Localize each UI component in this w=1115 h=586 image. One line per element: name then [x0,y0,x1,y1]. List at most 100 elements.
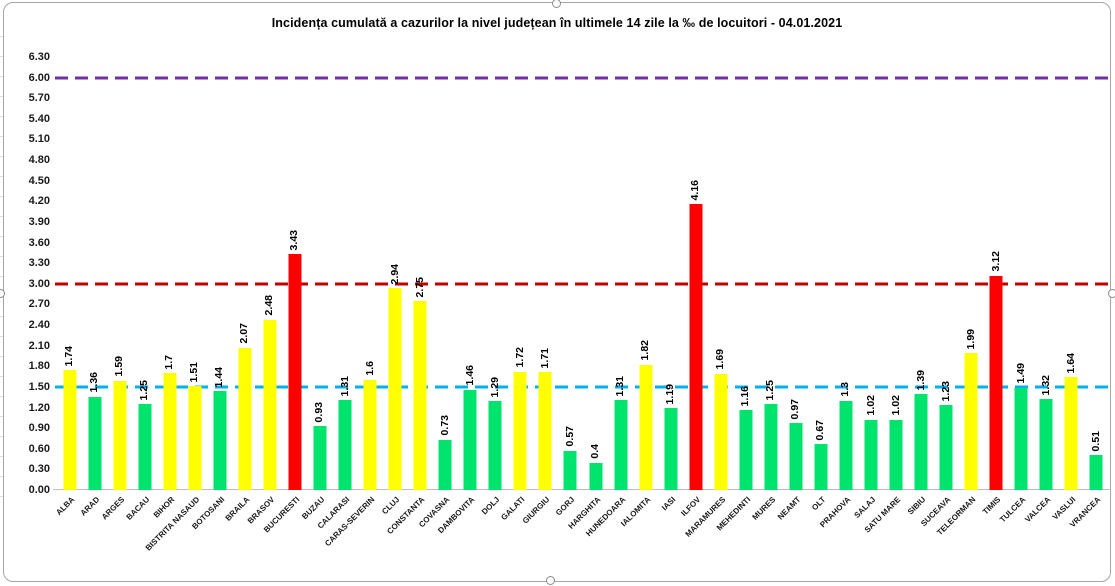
bar-cell-salaj: 1.02 SALAJ [852,57,884,520]
bar-cell-cluj: 2.94 CLUJ [380,57,408,516]
y-tick-label: 4.80 [28,154,50,167]
bar-value-label: 1.99 [964,328,977,350]
selection-handle-right[interactable] [1108,289,1115,298]
bar-cell-suceava: 1.23 SUCEAVA [919,57,959,528]
bar-dambovita[interactable] [463,389,477,490]
y-tick-label: 5.70 [28,92,50,105]
bar-cell-iasi: 1.19 IASI [658,57,683,512]
bar-cell-gorj: 0.57 GORJ [554,57,583,517]
bar-cell-neamt: 0.97 NEAMT [776,57,808,521]
chart-title: Incidența cumulată a cazurilor la nivel … [271,16,843,30]
bar-value-label: 0.73 [438,415,451,436]
bar-caras-severin[interactable] [363,380,377,490]
bar-buzau[interactable] [313,426,327,490]
bar-cell-bucuresti: 3.43 BUCURESTI [262,57,307,534]
bar-bucuresti[interactable] [288,254,302,490]
bar-covasna[interactable] [438,439,452,490]
bar-satu-mare[interactable] [889,419,903,490]
y-tick-label: 0.30 [28,463,50,476]
bar-prahova[interactable] [839,400,853,490]
y-tick-label: 4.20 [28,195,50,208]
bar-value-label: 1.16 [739,385,752,407]
bar-cell-vrancea: 0.51 VRANCEA [1068,57,1109,529]
bar-cluj[interactable] [388,287,402,490]
bar-calarasi[interactable] [338,399,352,490]
bar-arges[interactable] [113,380,127,490]
y-tick-label: 4.50 [28,174,50,187]
bar-ialomita[interactable] [639,364,653,490]
bar-tulcea[interactable] [1014,387,1028,490]
bar-value-label: 3.43 [288,229,301,251]
y-tick-label: 6.00 [28,71,50,84]
bar-bistrita-nasaud[interactable] [188,386,202,490]
y-tick-label: 0.00 [28,484,50,496]
bar-vrancea[interactable] [1089,454,1103,490]
bar-dolj[interactable] [488,401,502,490]
bar-cell-ialomita: 1.82 IALOMITA [619,57,658,528]
bar-braila[interactable] [238,347,252,490]
bar-cell-dambovita: 1.46 DAMBOVITA [436,57,483,535]
bar-bacau[interactable] [138,404,152,490]
bar-maramures[interactable] [714,373,728,490]
bar-timis[interactable] [989,275,1003,490]
bar-ilfov[interactable] [689,204,703,490]
bar-giurgiu[interactable] [538,372,552,490]
bar-cell-braila: 2.07 BRAILA [223,57,257,523]
bar-value-label: 0.4 [589,443,601,459]
bar-galati[interactable] [513,371,527,490]
bar-neamt[interactable] [789,423,803,490]
y-tick-label: 1.20 [28,401,50,414]
bar-harghita[interactable] [589,462,602,490]
selection-handle-bottom[interactable] [546,576,555,585]
bar-value-label: 1.7 [163,354,176,370]
bar-cell-alba: 1.74 ALBA [54,57,82,517]
selection-handle-top[interactable] [552,0,561,8]
y-tick-label: 2.70 [28,298,50,311]
bar-cell-caras-severin: 1.6 CARAS-SEVERIN [323,57,383,548]
y-tick-label: 1.80 [28,360,50,373]
bar-sibiu[interactable] [914,394,928,490]
bar-constanta[interactable] [413,301,427,490]
y-tick-label: 5.10 [28,133,50,146]
bar-brasov[interactable] [263,319,277,490]
bar-suceava[interactable] [939,405,953,490]
bar-hunedoara[interactable] [614,399,628,490]
bar-olt[interactable] [814,443,828,490]
bar-teleorman[interactable] [964,353,978,490]
bar-bihor[interactable] [163,373,177,490]
bar-valcea[interactable] [1039,399,1053,490]
bar-value-label: 1.3 [839,382,852,397]
bar-value-label: 1.51 [188,361,201,383]
bar-value-label: 2.48 [263,295,276,316]
bar-cell-prahova: 1.3 PRAHOVA [818,57,858,529]
bar-series: 1.74 ALBA 1.36 ARAD 1.59 ARGES 1.25 BACAU 1.7 BIH… [54,57,1109,553]
bar-value-label: 1.31 [338,375,351,396]
bar-value-label: 1.69 [714,349,727,370]
bar-gorj[interactable] [563,450,577,490]
bar-alba[interactable] [63,370,77,490]
bar-mehedinti[interactable] [739,410,753,490]
bar-value-label: 1.72 [513,347,526,368]
bar-salaj[interactable] [864,419,878,490]
threshold-line-3[interactable] [55,282,1113,286]
bar-cell-buzau: 0.93 BUZAU [300,57,332,521]
bar-value-label: 0.93 [313,401,326,423]
bar-cell-ilfov: 4.16 ILFOV [679,57,708,518]
bar-value-label: 1.74 [63,345,76,367]
bar-mures[interactable] [764,404,778,490]
y-tick-label: 0.60 [28,442,50,455]
bar-cell-vaslui: 1.64 VASLUI [1051,57,1084,522]
bar-value-label: 1.29 [488,376,501,398]
bar-iasi[interactable] [664,408,678,490]
y-tick-label: 5.40 [28,112,50,125]
plot-area[interactable]: 1.74 ALBA 1.36 ARAD 1.59 ARGES 1.25 BACAU 1.7 BIH… [53,57,1113,553]
bar-value-label: 1.46 [463,365,476,386]
selection-handle-left[interactable] [0,289,5,298]
threshold-line-6[interactable] [55,76,1113,80]
bar-value-label: 1.19 [664,383,677,405]
bar-vaslui[interactable] [1064,377,1078,490]
bar-botosani[interactable] [213,391,227,490]
bar-value-label: 1.31 [614,375,627,396]
threshold-line-1-5[interactable] [55,385,1113,389]
bar-arad[interactable] [88,396,102,490]
